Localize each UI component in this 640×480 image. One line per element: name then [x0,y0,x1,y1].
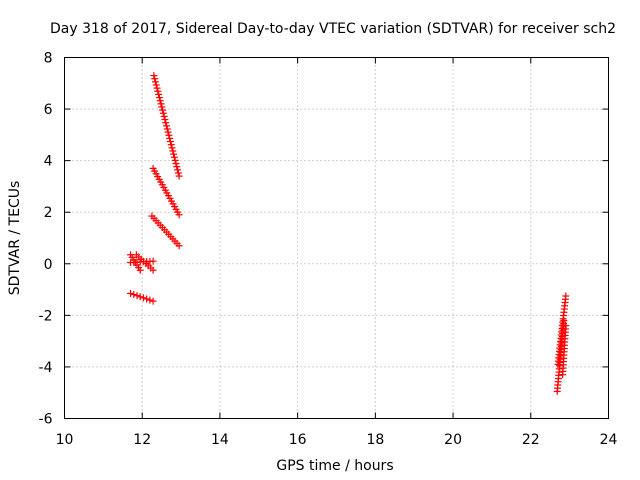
data-point-marker [163,125,171,133]
data-point-marker [167,141,175,149]
plot-frame [64,57,609,419]
data-point-marker [149,266,157,274]
data-point-marker [166,138,174,146]
y-tick-label: -4 [39,360,53,376]
y-tick-label: 8 [44,51,53,67]
x-tick-label: 24 [600,432,618,448]
y-tick-labels: -6 -4 -2 0 2 4 6 8 [39,51,53,428]
data-point-marker [175,172,183,180]
data-point-marker [164,128,172,136]
data-point-marker [136,293,144,301]
data-point-marker [162,119,170,127]
x-tick-label: 10 [56,432,74,448]
y-tick-label: 2 [44,205,53,221]
data-point-marker [156,97,164,105]
x-tick-label: 12 [133,432,151,448]
data-point-marker [173,163,181,171]
data-points [127,72,570,395]
data-point-marker [172,160,180,168]
x-axis-label: GPS time / hours [276,458,393,474]
chart-title: Day 318 of 2017, Sidereal Day-to-day VTE… [50,21,616,37]
data-point-marker [149,297,157,305]
x-tick-labels: 10 12 14 16 18 20 22 24 [56,432,618,448]
data-point-marker [154,87,162,95]
data-point-marker [175,211,183,219]
y-tick-label: -6 [39,412,53,428]
y-tick-label: -2 [39,308,53,324]
data-point-marker [562,322,570,330]
y-axis-label: SDTVAR / TECUs [7,181,23,296]
data-point-marker [143,295,151,303]
data-point-marker [149,257,157,265]
y-tick-label: 4 [44,154,53,170]
data-point-marker [151,78,159,86]
data-point-marker [146,296,154,304]
data-point-marker [127,289,135,297]
x-tick-label: 18 [366,432,384,448]
data-point-marker [155,90,163,98]
data-point-marker [169,147,177,155]
data-point-marker [153,84,161,92]
data-point-marker [155,94,163,102]
data-point-marker [157,100,165,108]
x-tick-label: 14 [211,432,229,448]
x-tick-label: 16 [289,432,307,448]
data-point-marker [174,166,182,174]
axis-ticks [64,57,609,419]
data-point-marker [159,106,167,114]
data-point-marker [165,131,173,139]
data-point-marker [158,103,166,111]
x-tick-label: 20 [444,432,462,448]
data-point-marker [163,122,170,130]
y-tick-label: 6 [44,102,53,118]
data-point-marker [150,72,158,80]
x-tick-label: 22 [522,432,540,448]
data-point-marker [130,291,138,299]
data-point-marker [159,109,167,117]
data-point-marker [161,116,169,124]
data-point-marker [160,112,168,120]
data-point-marker [171,156,179,164]
data-point-marker [166,134,174,142]
y-tick-label: 0 [44,257,53,273]
data-point-marker [168,144,176,152]
data-point-marker [133,292,141,300]
grid [64,57,609,419]
data-point-marker [152,81,160,89]
data-point-marker [136,266,144,274]
data-point-marker [175,242,183,250]
data-point-marker [170,150,178,158]
data-point-marker [174,169,182,177]
data-point-marker [170,153,178,161]
data-point-marker [562,292,570,300]
data-point-marker [151,75,159,83]
data-point-marker [139,294,147,302]
